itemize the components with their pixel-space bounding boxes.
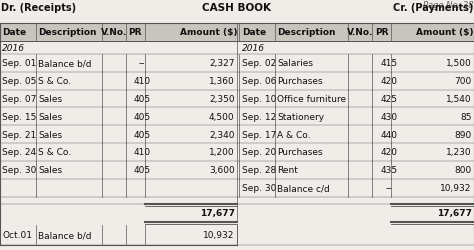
Text: Sales: Sales: [38, 112, 62, 121]
Bar: [0, 24, 474, 42]
Text: Balance b/d: Balance b/d: [38, 230, 91, 239]
Text: Date: Date: [2, 28, 27, 37]
Text: 410: 410: [134, 148, 151, 157]
Text: 4,500: 4,500: [209, 112, 235, 121]
Text: Sep. 02: Sep. 02: [242, 59, 276, 68]
Text: Sep. 24: Sep. 24: [2, 148, 36, 157]
Text: 10,932: 10,932: [440, 184, 472, 192]
Text: 890: 890: [455, 130, 472, 139]
Text: Purchases: Purchases: [277, 148, 323, 157]
Text: 3,600: 3,600: [209, 166, 235, 174]
Text: Salaries: Salaries: [277, 59, 313, 68]
Text: 430: 430: [380, 112, 397, 121]
Text: Rent: Rent: [277, 166, 298, 174]
Text: 17,677: 17,677: [437, 208, 472, 217]
Text: 405: 405: [134, 112, 151, 121]
Text: 405: 405: [134, 166, 151, 174]
Text: Sep. 01: Sep. 01: [2, 59, 37, 68]
Text: 420: 420: [380, 77, 397, 86]
Text: 405: 405: [134, 95, 151, 104]
Text: Date: Date: [242, 28, 266, 37]
Text: 415: 415: [380, 59, 397, 68]
Text: 1,200: 1,200: [209, 148, 235, 157]
Text: 2,340: 2,340: [209, 130, 235, 139]
Text: Sales: Sales: [38, 130, 62, 139]
Text: Sep. 28: Sep. 28: [242, 166, 276, 174]
Text: Amount ($): Amount ($): [417, 28, 474, 37]
Text: 435: 435: [380, 166, 397, 174]
Text: S & Co.: S & Co.: [38, 77, 71, 86]
Text: 800: 800: [455, 166, 472, 174]
Text: Sep. 12: Sep. 12: [242, 112, 276, 121]
Text: Stationery: Stationery: [277, 112, 324, 121]
Text: 1,230: 1,230: [446, 148, 472, 157]
Text: Dr. (Receipts): Dr. (Receipts): [1, 3, 76, 13]
Text: V.No.: V.No.: [100, 28, 127, 37]
Text: V.No.: V.No.: [347, 28, 374, 37]
Text: 405: 405: [134, 130, 151, 139]
Text: Description: Description: [38, 28, 96, 37]
Text: Sep. 30: Sep. 30: [2, 166, 37, 174]
Text: 85: 85: [460, 112, 472, 121]
Text: Purchases: Purchases: [277, 77, 323, 86]
Text: Sep. 17: Sep. 17: [242, 130, 276, 139]
Text: S & Co.: S & Co.: [38, 148, 71, 157]
Text: Sep. 06: Sep. 06: [242, 77, 276, 86]
Text: Sep. 20: Sep. 20: [242, 148, 276, 157]
Text: 10,932: 10,932: [203, 230, 235, 239]
Text: --: --: [385, 184, 392, 192]
Text: 1,360: 1,360: [209, 77, 235, 86]
Text: Description: Description: [277, 28, 336, 37]
Text: 1,540: 1,540: [446, 95, 472, 104]
Text: Page No. 38: Page No. 38: [423, 1, 474, 10]
Text: Balance b/d: Balance b/d: [38, 59, 91, 68]
Text: Sep. 10: Sep. 10: [242, 95, 276, 104]
Text: Oct.01: Oct.01: [2, 230, 32, 239]
Text: 1,500: 1,500: [446, 59, 472, 68]
Text: Sep. 07: Sep. 07: [2, 95, 37, 104]
Text: Sep. 15: Sep. 15: [2, 112, 37, 121]
Text: 17,677: 17,677: [200, 208, 235, 217]
Text: 2,350: 2,350: [209, 95, 235, 104]
Text: Sep. 05: Sep. 05: [2, 77, 37, 86]
Text: Office furniture: Office furniture: [277, 95, 346, 104]
Text: 700: 700: [455, 77, 472, 86]
Text: Cr. (Payments): Cr. (Payments): [392, 3, 473, 13]
Text: PR: PR: [128, 28, 142, 37]
Text: Sep. 21: Sep. 21: [2, 130, 36, 139]
Text: 420: 420: [380, 148, 397, 157]
Text: CASH BOOK: CASH BOOK: [202, 3, 272, 13]
Text: Sales: Sales: [38, 166, 62, 174]
Text: 2016: 2016: [242, 44, 265, 53]
Text: 410: 410: [134, 77, 151, 86]
Text: 425: 425: [380, 95, 397, 104]
Text: --: --: [139, 59, 146, 68]
Text: 2,327: 2,327: [209, 59, 235, 68]
Text: 2016: 2016: [2, 44, 26, 53]
Text: Sales: Sales: [38, 95, 62, 104]
Text: Balance c/d: Balance c/d: [277, 184, 330, 192]
Text: Amount ($): Amount ($): [180, 28, 237, 37]
Text: PR: PR: [375, 28, 388, 37]
Text: Sep. 30: Sep. 30: [242, 184, 276, 192]
Text: A & Co.: A & Co.: [277, 130, 311, 139]
Text: 440: 440: [380, 130, 397, 139]
